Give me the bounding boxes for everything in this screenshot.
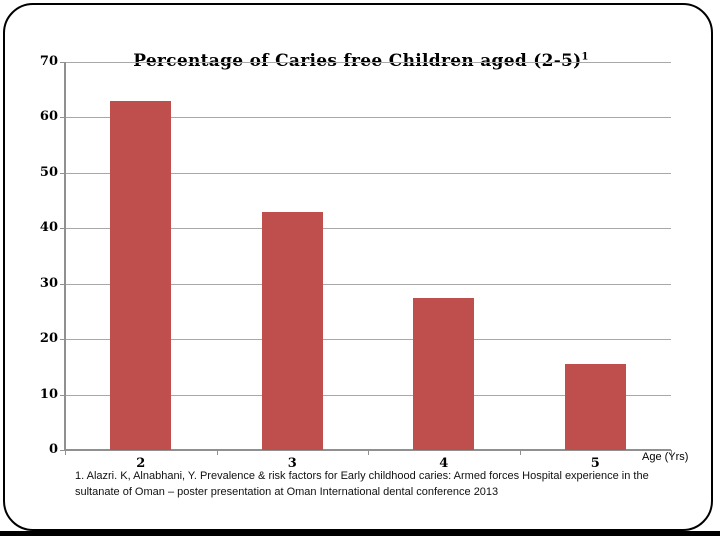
x-axis-label-3: 3 xyxy=(287,456,297,471)
footnote-citation: 1. Alazri. K, Alnabhani, Y. Prevalence &… xyxy=(75,470,649,498)
y-axis-label-10: 10 xyxy=(39,386,58,402)
x-tick-0 xyxy=(65,450,66,455)
y-axis-label-60: 60 xyxy=(39,109,58,125)
y-axis-label-0: 0 xyxy=(48,442,58,457)
gridline-y-10 xyxy=(65,394,671,396)
x-axis-label-5: 5 xyxy=(590,456,600,471)
x-axis-label-2: 2 xyxy=(136,456,146,471)
chart-title-superscript: 1 xyxy=(581,51,589,63)
gridline-y-40 xyxy=(65,228,671,230)
y-axis-label-20: 20 xyxy=(39,331,58,347)
bar-age-4 xyxy=(413,297,475,450)
x-tick-2 xyxy=(368,450,369,455)
gridline-y-30 xyxy=(65,283,671,285)
y-tick-20 xyxy=(60,339,65,341)
y-axis-label-40: 40 xyxy=(39,220,58,236)
y-tick-60 xyxy=(60,117,65,119)
y-tick-40 xyxy=(60,228,65,230)
y-axis-label-50: 50 xyxy=(39,164,58,180)
y-tick-30 xyxy=(60,283,65,285)
chart-title: Percentage of Caries free Children aged … xyxy=(65,51,657,71)
gridline-y-20 xyxy=(65,339,671,341)
gridline-y-70 xyxy=(65,62,671,63)
x-axis-title: Age (Yrs) xyxy=(642,451,689,463)
bar-age-3 xyxy=(261,211,323,450)
x-tick-4 xyxy=(671,450,672,455)
slide-bottom-edge xyxy=(0,531,720,536)
y-axis-label-70: 70 xyxy=(39,54,58,69)
y-axis-label-30: 30 xyxy=(39,275,58,291)
y-tick-0 xyxy=(60,450,65,451)
bar-age-5 xyxy=(564,364,626,450)
x-tick-1 xyxy=(216,450,218,455)
y-axis-line xyxy=(64,62,66,451)
gridline-y-60 xyxy=(65,117,671,119)
x-tick-3 xyxy=(519,450,521,455)
chart-title-text: Percentage of Caries free Children aged … xyxy=(133,51,582,71)
bar-age-2 xyxy=(110,100,172,450)
x-axis-label-4: 4 xyxy=(439,456,449,471)
gridline-y-50 xyxy=(65,172,671,174)
y-tick-10 xyxy=(60,394,65,396)
y-tick-50 xyxy=(60,172,65,174)
y-tick-70 xyxy=(60,62,65,63)
